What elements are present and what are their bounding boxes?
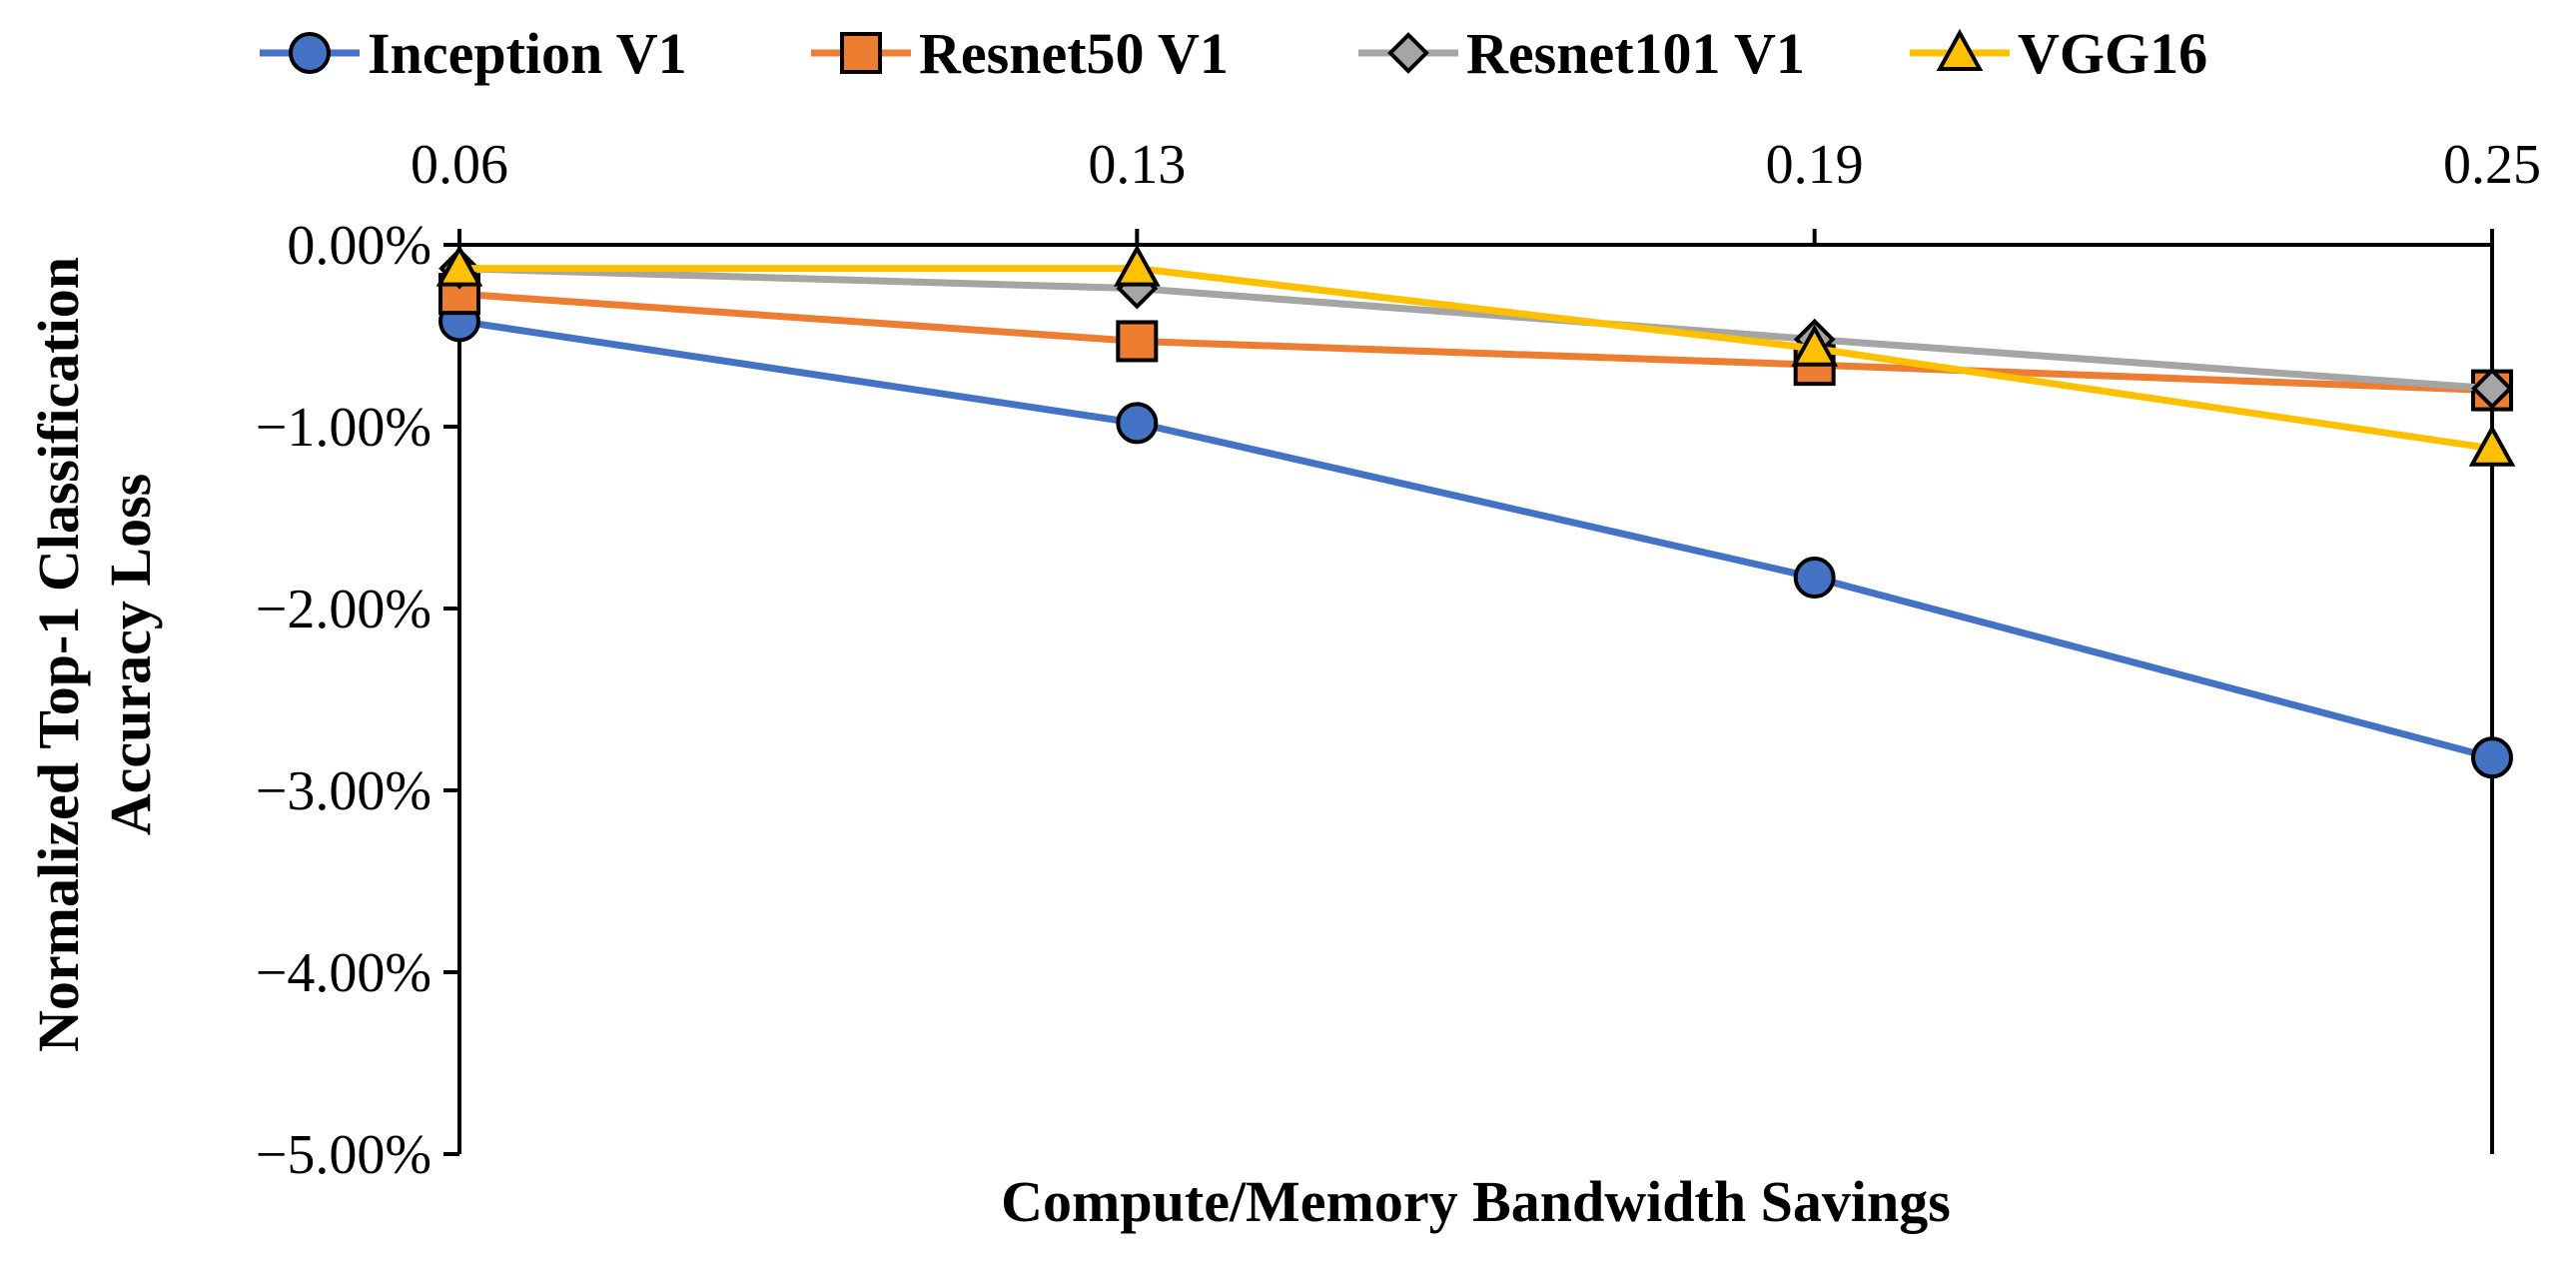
series-vgg16 [435, 244, 2516, 467]
legend-marker [1387, 32, 1429, 74]
series-layer [435, 244, 2516, 779]
data-point [2468, 424, 2516, 467]
legend-label: VGG16 [2018, 21, 2207, 86]
y-tick-label: −4.00% [256, 942, 431, 1004]
series-resnet50-v1 [438, 273, 2513, 412]
y-tick-label: −3.00% [256, 760, 431, 822]
legend-item: VGG16 [1910, 21, 2207, 86]
data-point [1113, 244, 1161, 287]
x-tick-label: 0.19 [1766, 134, 1864, 196]
series-inception-v1 [438, 300, 2513, 779]
data-point [1793, 557, 1836, 600]
y-axis-ticks: 0.00% −1.00% −2.00% −3.00% −4.00% −5.00% [256, 215, 459, 1186]
x-tick-label: 0.25 [2443, 134, 2541, 196]
data-point [1791, 324, 1839, 367]
legend-marker [289, 32, 331, 74]
data-point [435, 244, 483, 287]
legend-item: Resnet50 V1 [811, 21, 1229, 86]
x-axis-ticks: 0.06 0.13 0.19 0.25 [411, 134, 2541, 245]
legend-item: Inception V1 [260, 21, 687, 86]
legend-marker [1936, 28, 1984, 71]
legend-marker [840, 32, 882, 74]
legend-item: Resnet101 V1 [1358, 21, 1805, 86]
series-resnet101-v1 [438, 247, 2513, 410]
series-line [458, 265, 2493, 393]
x-tick-label: 0.13 [1088, 134, 1186, 196]
x-tick-label: 0.06 [411, 134, 508, 196]
series-line [458, 290, 2493, 395]
y-axis-title-line-2: Accuracy Loss [98, 474, 163, 835]
y-tick-label: −2.00% [256, 579, 431, 640]
legend-label: Resnet50 V1 [919, 21, 1229, 86]
y-axis-title-line-1: Normalized Top-1 Classification [26, 257, 91, 1052]
legend-label: Resnet101 V1 [1466, 21, 1805, 86]
x-axis-title: Compute/Memory Bandwidth Savings [1001, 1169, 1951, 1234]
data-point [2471, 367, 2513, 410]
y-tick-label: 0.00% [287, 215, 431, 277]
data-point [1116, 402, 1159, 445]
y-tick-label: −5.00% [256, 1124, 431, 1186]
legend: Inception V1 Resnet50 V1 Resnet101 V1 VGG16 [260, 21, 2207, 86]
series-line [459, 265, 2493, 453]
data-point [2471, 736, 2513, 779]
y-tick-label: −1.00% [256, 397, 431, 459]
data-point [1116, 320, 1159, 363]
legend-label: Inception V1 [368, 21, 687, 86]
series-line [458, 317, 2493, 761]
